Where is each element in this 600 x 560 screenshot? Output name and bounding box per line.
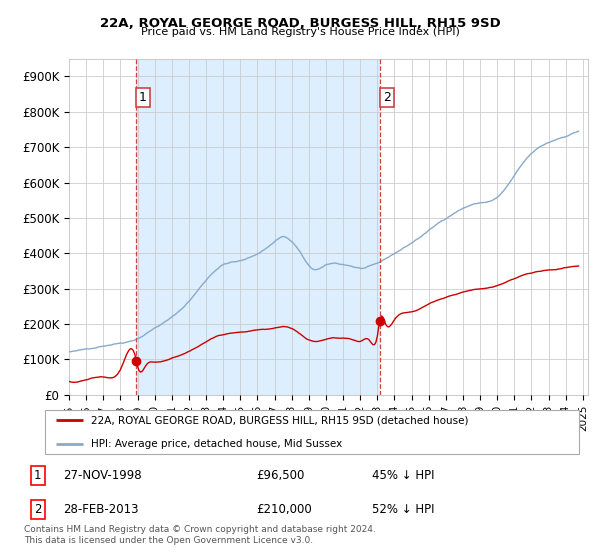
Text: 52% ↓ HPI: 52% ↓ HPI — [372, 503, 434, 516]
Text: 22A, ROYAL GEORGE ROAD, BURGESS HILL, RH15 9SD (detached house): 22A, ROYAL GEORGE ROAD, BURGESS HILL, RH… — [91, 416, 468, 426]
Text: 1: 1 — [34, 469, 41, 482]
Text: £210,000: £210,000 — [256, 503, 311, 516]
Text: Price paid vs. HM Land Registry's House Price Index (HPI): Price paid vs. HM Land Registry's House … — [140, 27, 460, 37]
Text: 2: 2 — [383, 91, 391, 104]
Text: £96,500: £96,500 — [256, 469, 304, 482]
Bar — [136, 59, 380, 395]
Text: 22A, ROYAL GEORGE ROAD, BURGESS HILL, RH15 9SD: 22A, ROYAL GEORGE ROAD, BURGESS HILL, RH… — [100, 17, 500, 30]
Text: 28-FEB-2013: 28-FEB-2013 — [62, 503, 138, 516]
FancyBboxPatch shape — [45, 409, 580, 454]
Text: 2: 2 — [34, 503, 41, 516]
Text: 45% ↓ HPI: 45% ↓ HPI — [372, 469, 434, 482]
Text: HPI: Average price, detached house, Mid Sussex: HPI: Average price, detached house, Mid … — [91, 439, 342, 449]
Text: 1: 1 — [139, 91, 147, 104]
Text: 27-NOV-1998: 27-NOV-1998 — [62, 469, 141, 482]
Text: Contains HM Land Registry data © Crown copyright and database right 2024.
This d: Contains HM Land Registry data © Crown c… — [24, 525, 376, 545]
